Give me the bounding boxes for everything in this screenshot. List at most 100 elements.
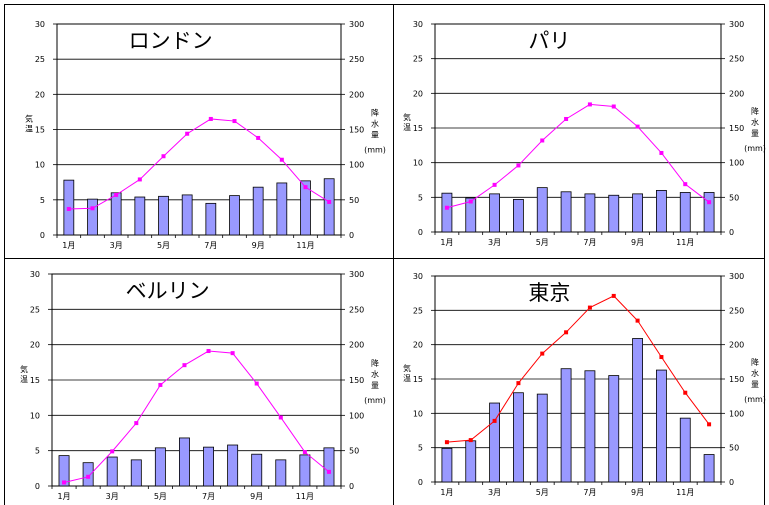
chart2-left-tick-label: 20 [413,89,423,98]
chart1-precip-bar [87,198,98,236]
chart4-temperature-point [516,381,521,386]
chart4-precip-bar [441,447,453,483]
chart2-right-tick-label: 100 [729,159,744,168]
chart2-temperature-point [468,199,473,204]
chart4-temperature-point [564,330,569,335]
chart2-temperature-point [564,116,569,121]
chart4-left-tick-label: 10 [413,409,423,418]
chart4-left-tick-label: 25 [413,306,423,315]
chart1-precip-bar [110,192,122,236]
chart1-precip-bar [229,195,240,236]
chart2-x-tick-label: 5月 [536,238,549,247]
chart1-precip-bar [205,202,217,236]
chart3-precip-bar [275,459,287,487]
chart1-right-axis-label: 水 [371,119,379,129]
chart3-temperature-point [134,421,139,426]
chart1-left-axis-label: 温 [25,125,33,134]
chart3-temperature-point [302,450,307,455]
chart3-precip-bar [227,444,239,487]
chart2-right-axis-label: 降 [751,106,759,116]
chart4-precip-bar [584,370,596,483]
chart2-right-axis-unit: (mm) [744,144,766,153]
chart4-left-tick-label: 30 [413,272,423,281]
chart4-precip-bar [513,392,524,483]
chart4-temperature-point [635,318,640,323]
chart1-temperature-point [114,192,119,197]
chart1-x-tick-label: 1月 [62,241,75,250]
chart3-temperature-point [110,449,115,454]
chart4-right-axis-label: 量 [751,380,759,389]
chart1-temperature-point [279,157,284,162]
chart2-precip-bar [489,193,500,233]
chart3-x-tick-label: 3月 [106,492,119,501]
chart4-left-axis-label: 温 [403,374,411,383]
chart4-right-tick-label: 0 [729,478,734,487]
chart3-temperature-point [62,480,67,485]
panel-divider-horizontal [4,258,765,259]
chart3-right-tick-label: 150 [349,376,364,385]
chart3-precip-bar [299,454,311,487]
chart3-precip-bar [179,437,190,487]
chart2-right-tick-label: 250 [729,55,744,64]
chart2-precip-bar [441,192,453,233]
chart1-temperature-point [208,116,213,121]
chart1-x-tick-label: 11月 [296,241,314,250]
chart3-left-axis-label: 温 [20,375,28,384]
chart4-precip-bar [703,454,715,483]
chart1-x-tick-label: 3月 [110,241,123,250]
chart1-precip-bar [323,178,335,236]
chart4-precip-bar [536,393,548,483]
chart4-temperature-point [587,305,592,310]
chart1-left-tick-label: 25 [35,55,45,64]
chart3-x-tick-label: 5月 [154,492,167,501]
chart1-right-axis-label: 量 [371,131,379,140]
chart4-x-tick-label: 11月 [676,488,694,497]
chart4-left-tick-label: 0 [418,478,423,487]
chart4-temperature-point [611,293,616,298]
chart4-precip-bar [465,440,477,483]
chart1-temperature-point [66,206,71,211]
chart4-right-tick-label: 150 [729,375,744,384]
chart3-x-tick-label: 9月 [250,492,263,501]
chart1-x-tick-label: 7月 [204,241,217,250]
chart3-precip-bar [130,459,142,487]
chart4-x-tick-label: 5月 [536,488,549,497]
chart3-precip-bar [82,462,94,487]
chart4-right-axis-unit: (mm) [744,395,766,404]
chart3-temperature-point [86,474,91,479]
chart2-right-tick-label: 50 [729,193,739,202]
chart4-left-tick-label: 5 [418,444,423,453]
chart2-left-tick-label: 15 [413,124,423,133]
chart2-temperature-point [707,200,712,205]
chart2-temperature-line [446,103,710,209]
chart3-precip-bar [323,447,335,487]
chart2-left-tick-label: 0 [418,228,423,237]
chart3-temperature-point [326,469,331,474]
chart1-x-tick-label: 9月 [252,241,265,250]
chart3-temperature-point [182,363,187,368]
chart3-right-axis-label: 降 [371,358,379,368]
chart1-precip-bar [158,195,169,236]
chart1-precip-bar [252,186,264,236]
chart2-left-axis-label: 温 [403,123,411,132]
chart4-title: 東京 [528,281,570,305]
chart2-left-tick-label: 30 [413,20,423,29]
chart2-right-tick-label: 150 [729,124,744,133]
chart3-right-tick-label: 0 [349,482,354,491]
chart4-x-tick-label: 7月 [583,488,596,497]
chart2-left-tick-label: 5 [418,193,423,202]
panel-divider-vertical [393,4,394,505]
chart3-right-tick-label: 50 [349,447,359,456]
chart4-right-tick-label: 100 [729,409,744,418]
chart4-temperature-point [659,355,664,360]
chart3-temperature-point [230,351,235,356]
chart1-temperature-point [185,131,190,136]
chart2-temperature-point [635,124,640,129]
chart2-temperature-point [611,104,616,109]
chart3-right-tick-label: 200 [349,341,364,350]
panel-border-top [4,4,765,5]
chart1-right-tick-label: 150 [349,126,364,135]
chart2-precip-bar [536,187,548,233]
chart4-precip-bar [656,369,667,483]
